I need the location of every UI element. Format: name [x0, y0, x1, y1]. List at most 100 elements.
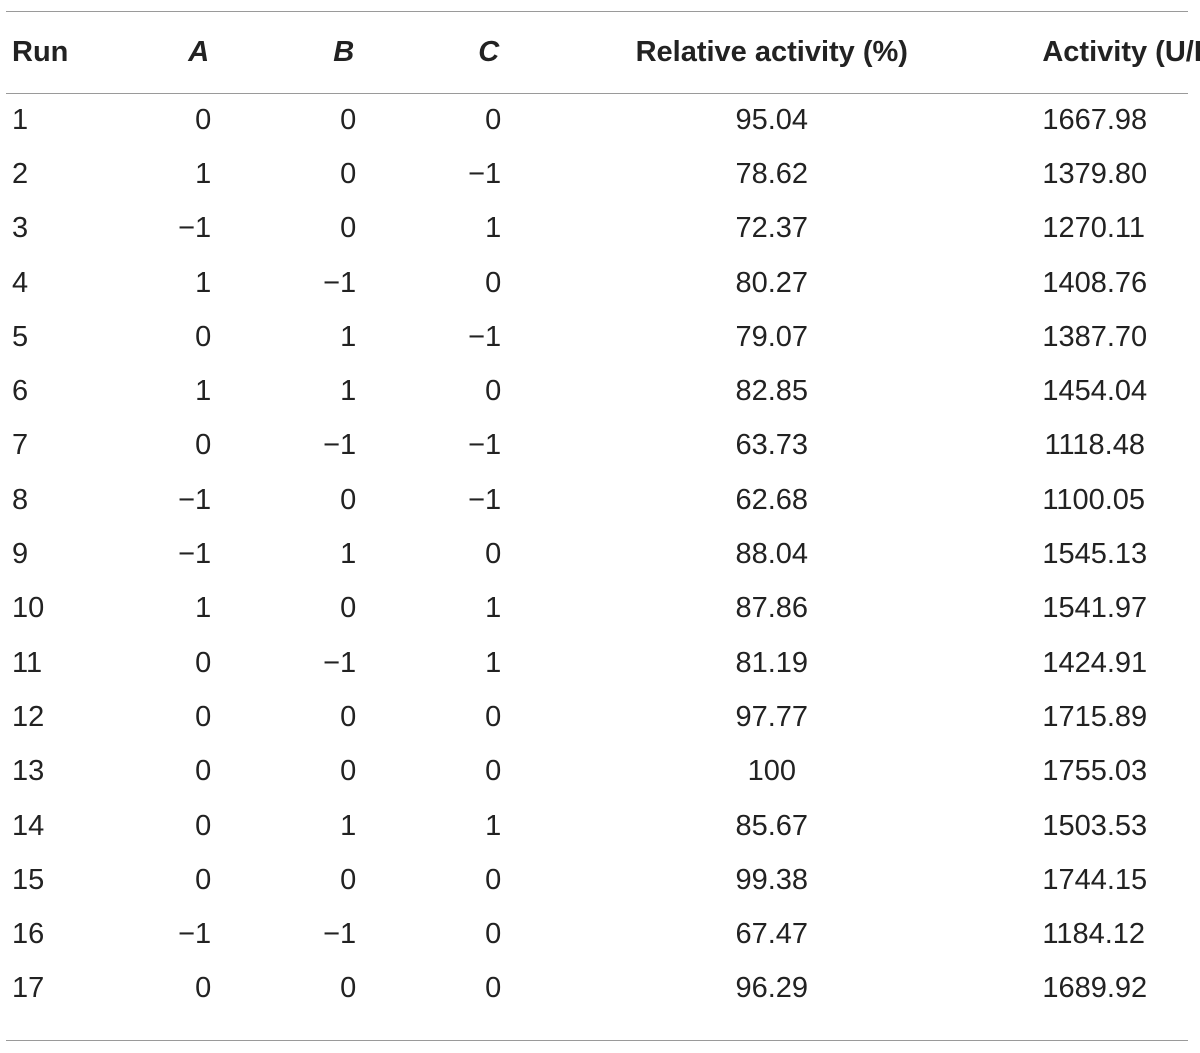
cell-b: 0: [340, 972, 357, 1005]
cell-a: 1: [195, 266, 212, 299]
header-row: Run A B C Relative activity (%) Activity…: [0, 12, 1200, 93]
table-row: 11 0 −1 1 81.19 1424.91: [0, 636, 1200, 690]
cell-c: −1: [468, 429, 502, 462]
header-b: B: [333, 36, 355, 68]
cell-b: 0: [340, 592, 357, 625]
cell-b: 0: [340, 103, 357, 136]
cell-a: 0: [195, 809, 212, 842]
cell-c: 1: [485, 809, 502, 842]
cell-a: 1: [195, 157, 212, 190]
cell-c: 0: [485, 538, 502, 571]
table-header: Run A B C Relative activity (%) Activity…: [0, 12, 1200, 93]
table-header-rule: [6, 93, 1188, 94]
table-row: 6 1 1 0 82.85 1454.04: [0, 364, 1200, 418]
cell-c: 0: [485, 700, 502, 733]
cell-activity: 1270.11: [1042, 212, 1146, 245]
header-run: Run: [12, 36, 69, 68]
table-row: 17 0 0 0 96.29 1689.92: [0, 962, 1200, 1016]
cell-run: 2: [12, 157, 29, 190]
cell-activity: 1454.04: [1042, 375, 1148, 408]
table-row: 15 0 0 0 99.38 1744.15: [0, 853, 1200, 907]
cell-b: 1: [340, 809, 357, 842]
cell-activity: 1387.70: [1042, 320, 1148, 353]
cell-run: 4: [12, 266, 29, 299]
cell-relative-activity: 85.67: [735, 809, 809, 842]
cell-b: 0: [340, 700, 357, 733]
cell-c: −1: [468, 320, 502, 353]
table-row: 1 0 0 0 95.04 1667.98: [0, 93, 1200, 147]
cell-run: 8: [12, 483, 29, 516]
cell-b: −1: [323, 646, 357, 679]
cell-activity: 1689.92: [1042, 972, 1148, 1005]
cell-a: −1: [178, 483, 212, 516]
cell-b: 0: [340, 212, 357, 245]
cell-relative-activity: 62.68: [735, 483, 809, 516]
cell-run: 15: [12, 863, 45, 896]
cell-run: 11: [12, 646, 43, 679]
cell-c: 0: [485, 972, 502, 1005]
table-body: 1 0 0 0 95.04 1667.98 2 1 0 −1 78.62 1379.80 3 −1 0 1 72…: [0, 93, 1200, 1016]
cell-run: 1: [12, 103, 29, 136]
cell-c: 1: [485, 592, 502, 625]
table-row: 3 −1 0 1 72.37 1270.11: [0, 202, 1200, 256]
table-row: 2 1 0 −1 78.62 1379.80: [0, 147, 1200, 201]
header-c: C: [478, 36, 500, 68]
table-row: 5 0 1 −1 79.07 1387.70: [0, 310, 1200, 364]
cell-b: −1: [323, 429, 357, 462]
table-row: 9 −1 1 0 88.04 1545.13: [0, 527, 1200, 581]
cell-a: 0: [195, 863, 212, 896]
table-row: 7 0 −1 −1 63.73 1118.48: [0, 419, 1200, 473]
cell-relative-activity: 72.37: [735, 212, 809, 245]
table-top-rule: [6, 11, 1188, 12]
cell-c: −1: [468, 483, 502, 516]
cell-run: 14: [12, 809, 45, 842]
cell-run: 9: [12, 538, 29, 571]
cell-b: 1: [340, 375, 357, 408]
header-a: A: [188, 36, 210, 68]
cell-c: 0: [485, 918, 502, 951]
cell-activity: 1755.03: [1042, 755, 1148, 788]
cell-a: 0: [195, 646, 212, 679]
table-row: 14 0 1 1 85.67 1503.53: [0, 799, 1200, 853]
cell-b: 0: [340, 157, 357, 190]
header-relative-activity: Relative activity (%): [635, 36, 908, 68]
table-bottom-rule: [6, 1040, 1188, 1041]
cell-relative-activity: 78.62: [735, 157, 809, 190]
cell-a: 1: [195, 375, 212, 408]
cell-b: 0: [340, 863, 357, 896]
table-row: 16 −1 −1 0 67.47 1184.12: [0, 907, 1200, 961]
cell-relative-activity: 63.73: [735, 429, 809, 462]
cell-b: −1: [323, 266, 357, 299]
cell-activity: 1545.13: [1042, 538, 1148, 571]
cell-activity: 1118.48: [1044, 429, 1145, 462]
cell-activity: 1184.12: [1042, 918, 1146, 951]
table-row: 4 1 −1 0 80.27 1408.76: [0, 256, 1200, 310]
cell-b: 1: [340, 538, 357, 571]
header-activity: Activity (U/L): [1042, 36, 1200, 68]
cell-activity: 1744.15: [1042, 863, 1148, 896]
cell-a: 0: [195, 103, 212, 136]
cell-activity: 1667.98: [1042, 103, 1148, 136]
cell-a: −1: [178, 212, 212, 245]
cell-relative-activity: 67.47: [735, 918, 809, 951]
cell-run: 7: [12, 429, 29, 462]
cell-relative-activity: 97.77: [735, 700, 809, 733]
cell-activity: 1503.53: [1042, 809, 1148, 842]
cell-a: −1: [178, 918, 212, 951]
cell-activity: 1408.76: [1042, 266, 1148, 299]
cell-a: 0: [195, 320, 212, 353]
cell-relative-activity: 79.07: [735, 320, 809, 353]
cell-activity: 1424.91: [1042, 646, 1148, 679]
cell-a: 1: [195, 592, 212, 625]
cell-activity: 1541.97: [1042, 592, 1148, 625]
cell-c: 0: [485, 103, 502, 136]
table-row: 10 1 0 1 87.86 1541.97: [0, 582, 1200, 636]
cell-run: 16: [12, 918, 45, 951]
cell-c: 0: [485, 375, 502, 408]
cell-c: −1: [468, 157, 502, 190]
cell-activity: 1100.05: [1042, 483, 1146, 516]
table-row: 8 −1 0 −1 62.68 1100.05: [0, 473, 1200, 527]
cell-b: −1: [323, 918, 357, 951]
cell-relative-activity: 82.85: [735, 375, 809, 408]
cell-relative-activity: 88.04: [735, 538, 809, 571]
